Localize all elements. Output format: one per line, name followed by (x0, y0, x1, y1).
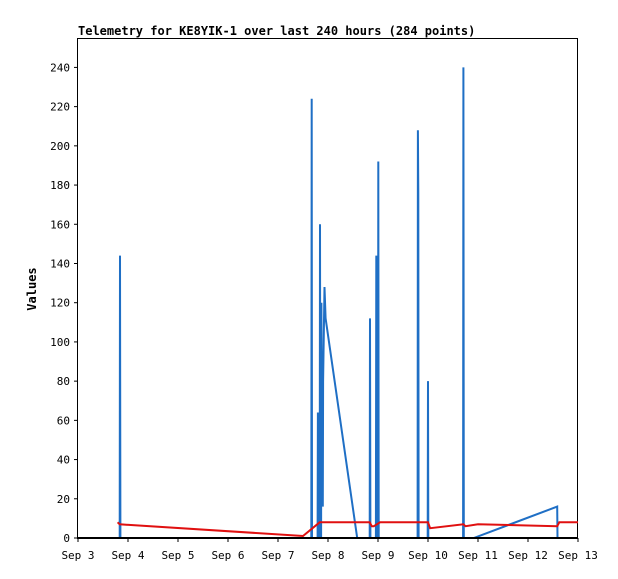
y-tick-label: 220 (50, 101, 70, 114)
y-tick-label: 140 (50, 257, 70, 270)
x-axis: Sep 3 Sep 4 Sep 5 Sep 6 Sep 7 Sep 8 Sep 9 Sep 1… (61, 538, 598, 562)
x-tick-label: Sep 10 (408, 549, 448, 562)
y-tick-label: 80 (57, 375, 70, 388)
series-line-2 (116, 521, 578, 538)
y-axis: 0 20 40 60 80 100 120 140 160 180 200 220 240 (50, 61, 78, 545)
x-tick-label: Sep 13 (558, 549, 598, 562)
plot-area (77, 38, 578, 539)
y-tick-label: 120 (50, 297, 70, 310)
x-tick-label: Sep 4 (111, 549, 144, 562)
y-tick-label: 240 (50, 61, 70, 74)
x-tick-label: Sep 6 (211, 549, 244, 562)
chart-title: Telemetry for KE8YIK-1 over last 240 hou… (78, 24, 475, 38)
x-tick-label: Sep 12 (508, 549, 548, 562)
x-tick-label: Sep 7 (261, 549, 294, 562)
x-tick-label: Sep 11 (458, 549, 498, 562)
y-tick-label: 0 (63, 532, 70, 545)
y-tick-label: 160 (50, 218, 70, 231)
series-group (78, 67, 578, 539)
x-tick-label: Sep 5 (161, 549, 194, 562)
y-tick-label: 180 (50, 179, 70, 192)
y-tick-label: 60 (57, 414, 70, 427)
series-line-1 (115, 67, 578, 539)
x-tick-label: Sep 8 (311, 549, 344, 562)
x-tick-label: Sep 3 (61, 549, 94, 562)
x-tick-label: Sep 9 (361, 549, 394, 562)
y-tick-label: 40 (57, 454, 70, 467)
y-tick-label: 200 (50, 140, 70, 153)
y-tick-label: 20 (57, 493, 70, 506)
y-tick-label: 100 (50, 336, 70, 349)
y-axis-label: Values (25, 267, 39, 310)
